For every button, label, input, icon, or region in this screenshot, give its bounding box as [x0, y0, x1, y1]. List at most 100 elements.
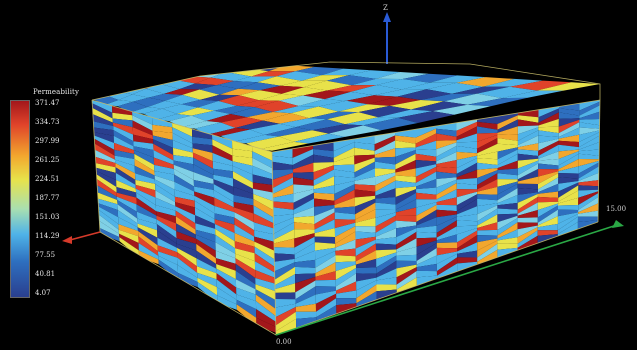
- grid-cell: [292, 162, 314, 173]
- grid-cell: [354, 184, 376, 192]
- grid-cell: [436, 177, 457, 188]
- grid-cell: [133, 146, 154, 158]
- grid-cell: [375, 172, 396, 186]
- grid-cell: [177, 257, 198, 278]
- grid-cell: [395, 129, 416, 138]
- grid-cell: [517, 192, 538, 203]
- grid-cell: [174, 189, 195, 201]
- grid-cell: [477, 138, 498, 154]
- grid-cell: [138, 250, 159, 265]
- grid-cell: [517, 143, 539, 151]
- grid-cell: [355, 243, 376, 262]
- grid-cell: [257, 76, 302, 86]
- legend-tick: 297.99: [35, 137, 60, 145]
- grid-cell: [93, 132, 114, 143]
- grid-cell: [497, 149, 518, 165]
- grid-cell: [436, 145, 457, 162]
- grid-cell: [254, 261, 275, 278]
- grid-cell: [436, 151, 457, 165]
- grid-cell: [116, 187, 137, 198]
- grid-cell: [436, 204, 457, 212]
- grid-cell: [477, 214, 498, 228]
- grid-cell: [132, 111, 153, 125]
- grid-cell: [295, 280, 316, 300]
- grid-cell: [326, 75, 376, 86]
- grid-cell: [497, 208, 518, 215]
- grid-cell: [416, 187, 437, 195]
- grid-cell: [172, 123, 193, 137]
- grid-cell: [253, 205, 274, 224]
- grid-cell: [389, 100, 444, 110]
- grid-cell: [216, 287, 237, 305]
- grid-cell: [273, 229, 295, 244]
- grid-cell: [295, 119, 346, 131]
- grid-cell: [275, 311, 296, 332]
- grid-cell: [155, 205, 176, 217]
- grid-cell: [578, 193, 599, 210]
- grid-cell: [558, 166, 579, 174]
- grid-cell: [136, 192, 157, 212]
- grid-cell: [334, 212, 356, 220]
- grid-cell: [169, 115, 207, 128]
- grid-cell: [334, 206, 356, 215]
- grid-cell: [235, 253, 256, 270]
- grid-cell: [477, 143, 498, 156]
- grid-cell: [251, 71, 296, 77]
- legend-tick: 4.07: [35, 289, 51, 297]
- grid-cell: [477, 151, 498, 160]
- grid-cell: [213, 190, 234, 208]
- grid-cell: [355, 202, 376, 220]
- grid-cell: [497, 179, 518, 187]
- grid-cell: [335, 239, 356, 251]
- grid-cell: [456, 158, 478, 174]
- grid-cell: [210, 72, 252, 81]
- grid-cell: [558, 159, 579, 172]
- grid-cell: [497, 153, 518, 169]
- grid-cell: [215, 258, 236, 271]
- grid-cell: [456, 77, 515, 87]
- grid-cell: [374, 140, 396, 155]
- grid-cell: [136, 197, 157, 216]
- grid-cell: [177, 107, 215, 116]
- grid-cell: [396, 260, 417, 269]
- grid-cell: [119, 233, 139, 251]
- grid-cell: [212, 134, 233, 149]
- grid-cell: [477, 132, 498, 142]
- grid-cell: [315, 279, 336, 287]
- grid-cell: [275, 303, 296, 318]
- grid-cell: [477, 235, 498, 243]
- grid-cell: [154, 171, 175, 182]
- grid-cell: [456, 133, 477, 143]
- grid-cell: [157, 245, 178, 258]
- grid-cell: [172, 127, 193, 144]
- grid-cell: [517, 202, 538, 216]
- grid-cell: [396, 264, 417, 278]
- grid-cell: [396, 225, 417, 238]
- grid-cell: [147, 100, 182, 109]
- grid-cell: [456, 183, 478, 190]
- grid-cell: [314, 198, 335, 207]
- grid-cell: [336, 290, 357, 299]
- grid-cell: [313, 142, 334, 152]
- grid-cell: [355, 198, 376, 215]
- grid-cell: [214, 213, 235, 225]
- grid-cell: [164, 89, 200, 95]
- grid-cell: [254, 230, 274, 242]
- grid-cell: [477, 121, 498, 130]
- grid-cell: [356, 273, 377, 282]
- grid-cell: [316, 305, 337, 321]
- grid-cell: [156, 215, 177, 232]
- grid-cell: [196, 258, 217, 274]
- grid-cell: [280, 80, 327, 88]
- grid-cell: [336, 298, 357, 306]
- grid-cell: [395, 160, 416, 173]
- grid-cell: [97, 185, 118, 200]
- grid-cell: [293, 206, 315, 218]
- grid-cell: [578, 185, 599, 191]
- grid-cell: [477, 173, 498, 190]
- grid-cell: [213, 174, 234, 187]
- grid-cell: [279, 118, 327, 128]
- grid-cell: [395, 192, 417, 210]
